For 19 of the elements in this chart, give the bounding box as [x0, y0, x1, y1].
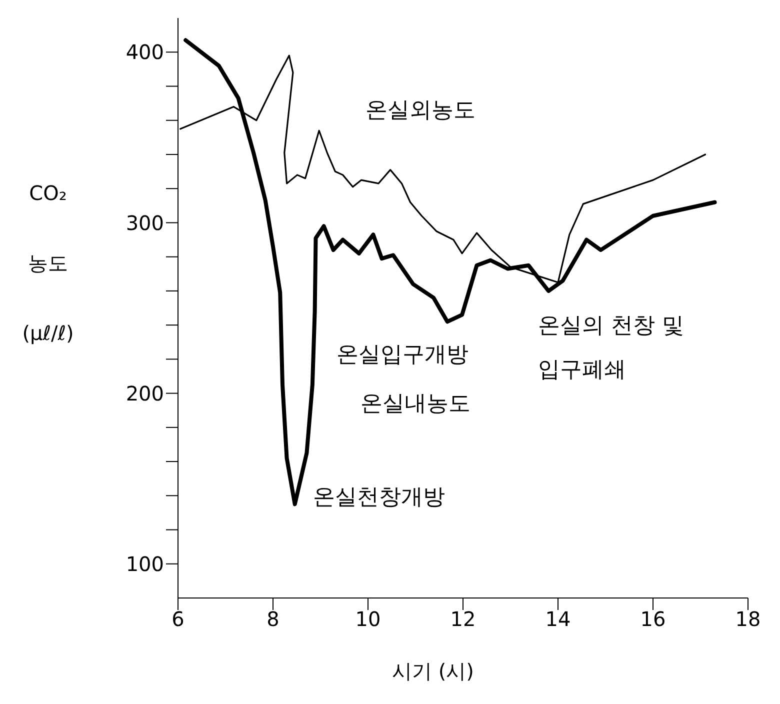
- line-series: [184, 38, 717, 506]
- y-tick-label: 400: [126, 40, 164, 64]
- x-tick-label: 14: [545, 607, 571, 632]
- y-tick-label: 200: [126, 381, 164, 406]
- x-tick-label: 16: [640, 607, 666, 632]
- y-tick-label: 100: [126, 552, 164, 576]
- text: 온실내농도: [360, 391, 470, 416]
- x-tick-label: 18: [735, 607, 761, 632]
- annotation: 온실의 천창 및 입구폐쇄: [538, 313, 684, 382]
- text: CO₂ 농도 (μℓ/ℓ): [22, 181, 74, 345]
- x-tick-label: 12: [450, 607, 476, 632]
- text: 온실외농도: [365, 98, 476, 123]
- annotation: 온실천창개방: [312, 485, 445, 510]
- annotation: 온실입구개방: [336, 342, 468, 368]
- x-tick-label: 10: [355, 607, 381, 632]
- x-tick-label: 8: [266, 607, 280, 632]
- x-tick-label: 6: [172, 607, 184, 632]
- y-tick-label: 300: [126, 210, 164, 235]
- x-axis-title: 시기 (시): [391, 658, 475, 685]
